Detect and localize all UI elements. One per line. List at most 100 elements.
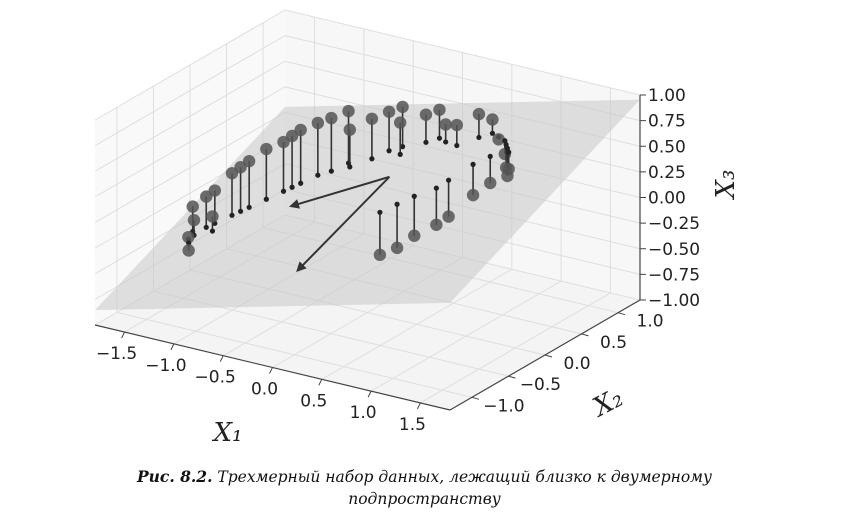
x2-axis-title: X₂ bbox=[587, 383, 628, 424]
data-point bbox=[390, 241, 404, 255]
data-point bbox=[343, 123, 357, 136]
data-point bbox=[182, 244, 195, 257]
grid-line bbox=[94, 86, 286, 198]
data-point bbox=[373, 248, 387, 262]
data-points bbox=[182, 100, 515, 262]
caption-label: Рис. 8.2. bbox=[136, 467, 213, 486]
projected-point bbox=[315, 172, 321, 178]
tick-labels: −1.5−1.0−0.50.00.51.01.5−1.0−0.50.00.51.… bbox=[96, 86, 700, 435]
grid-line bbox=[94, 9, 286, 121]
data-point bbox=[187, 213, 201, 227]
projected-point bbox=[443, 139, 449, 145]
projected-point bbox=[237, 208, 244, 214]
projected-point bbox=[436, 135, 443, 141]
x3-tick-label: 1.00 bbox=[648, 86, 686, 106]
caption-line-2: подпространству bbox=[348, 490, 501, 508]
data-point bbox=[430, 218, 443, 231]
data-point bbox=[277, 135, 290, 149]
projected-point bbox=[445, 177, 452, 183]
component-arrow bbox=[289, 175, 390, 209]
projected-point bbox=[298, 180, 304, 186]
x1-tick-mark bbox=[416, 402, 421, 410]
component-arrow bbox=[296, 176, 391, 272]
caption-line-1: Рис. 8.2. Трехмерный набор данных, лежащ… bbox=[0, 466, 849, 488]
data-point bbox=[472, 107, 486, 121]
x2-tick-label: 0.5 bbox=[600, 333, 627, 353]
x3-tick-label: 0.25 bbox=[648, 163, 686, 183]
data-point bbox=[466, 188, 480, 202]
x2-tick-label: −0.5 bbox=[520, 375, 561, 395]
projected-point bbox=[229, 212, 235, 218]
data-point bbox=[285, 129, 299, 143]
projected-point bbox=[203, 224, 209, 230]
data-point bbox=[486, 113, 499, 126]
data-point bbox=[450, 118, 464, 132]
data-point bbox=[182, 230, 195, 244]
figure-caption: Рис. 8.2. Трехмерный набор данных, лежащ… bbox=[0, 466, 849, 510]
data-point bbox=[484, 176, 497, 190]
projected-point bbox=[476, 134, 482, 141]
data-point bbox=[439, 118, 452, 131]
projected-point bbox=[386, 148, 392, 154]
x1-tick-mark bbox=[318, 379, 323, 386]
x2-tick-mark bbox=[544, 354, 553, 358]
x1-tick-label: 0.5 bbox=[300, 391, 327, 411]
grid-line bbox=[94, 35, 286, 147]
x1-tick-label: −1.0 bbox=[145, 356, 186, 376]
x3-tick-label: 0.50 bbox=[648, 137, 686, 157]
projected-point bbox=[246, 204, 252, 210]
grid-line bbox=[94, 112, 286, 223]
data-point bbox=[225, 167, 239, 180]
data-point bbox=[394, 116, 407, 129]
x2-tick-mark bbox=[581, 333, 589, 337]
x1-tick-label: −1.5 bbox=[96, 344, 137, 364]
grid-line bbox=[284, 9, 641, 96]
projected-point bbox=[423, 139, 429, 145]
data-point bbox=[342, 104, 355, 118]
x2-tick-label: 1.0 bbox=[637, 312, 664, 332]
data-point bbox=[294, 123, 307, 137]
projected-point bbox=[433, 185, 439, 191]
x1-tick-label: 1.5 bbox=[399, 415, 426, 435]
x1-tick-label: 1.0 bbox=[350, 403, 377, 423]
data-point bbox=[419, 108, 433, 121]
x2-tick-mark bbox=[471, 396, 480, 400]
x3-tick-label: 0.75 bbox=[648, 112, 686, 132]
data-point bbox=[242, 154, 256, 168]
data-point bbox=[200, 190, 213, 203]
data-point bbox=[208, 184, 222, 197]
projected-point bbox=[263, 196, 269, 202]
x1-tick-label: 0.0 bbox=[251, 380, 278, 400]
projected-point bbox=[454, 142, 460, 149]
x1-tick-mark bbox=[121, 331, 126, 339]
projected-point bbox=[328, 168, 334, 174]
x3-tick-label: −0.50 bbox=[648, 240, 700, 260]
data-point bbox=[260, 142, 273, 156]
x1-axis-title: X₁ bbox=[212, 418, 243, 448]
data-point bbox=[382, 105, 396, 119]
projected-point bbox=[394, 201, 400, 207]
data-point bbox=[502, 162, 515, 176]
data-point bbox=[408, 229, 421, 242]
x3-tick-label: −1.00 bbox=[648, 291, 700, 311]
projected-point bbox=[470, 161, 476, 167]
x2-tick-mark bbox=[508, 375, 516, 379]
x2-tick-mark bbox=[617, 312, 626, 316]
data-point bbox=[325, 111, 338, 125]
x1-tick-mark bbox=[170, 343, 175, 351]
x3-tick-label: −0.75 bbox=[648, 265, 700, 285]
data-point bbox=[186, 200, 199, 213]
projected-point bbox=[209, 228, 216, 234]
projected-point bbox=[506, 149, 512, 155]
projected-point bbox=[489, 130, 496, 136]
data-point bbox=[442, 210, 455, 223]
x3-tick-label: −0.25 bbox=[648, 214, 700, 234]
x1-tick-mark bbox=[219, 355, 224, 362]
projected-point bbox=[289, 184, 295, 190]
projected-point bbox=[399, 144, 406, 150]
projected-point bbox=[186, 240, 192, 246]
data-point bbox=[311, 116, 325, 130]
projected-point bbox=[377, 209, 383, 215]
x2-tick-label: −1.0 bbox=[483, 396, 524, 416]
x3-tick-label: 0.00 bbox=[648, 189, 686, 209]
